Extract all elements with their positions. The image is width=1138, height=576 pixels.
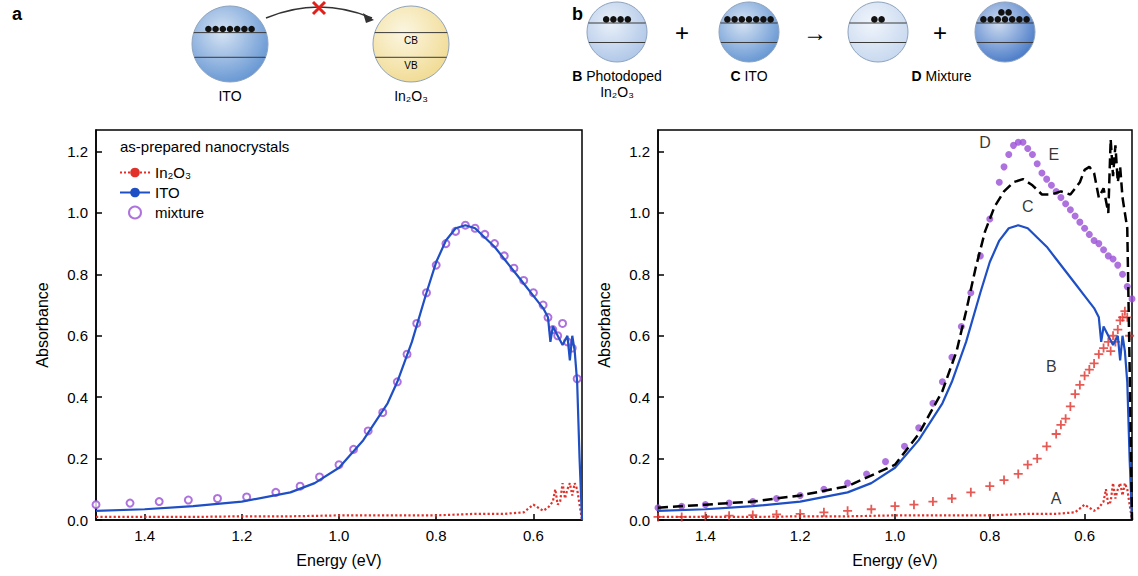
svg-text:0.8: 0.8 [67, 266, 88, 283]
svg-text:0.6: 0.6 [67, 327, 88, 344]
svg-text:Energy (eV): Energy (eV) [852, 552, 937, 569]
svg-text:→: → [803, 19, 827, 46]
svg-text:Mixture: Mixture [922, 68, 972, 84]
svg-text:0.8: 0.8 [426, 527, 447, 544]
svg-text:1.0: 1.0 [885, 527, 906, 544]
svg-text:Absorbance: Absorbance [34, 282, 51, 367]
svg-text:0.6: 0.6 [1074, 527, 1095, 544]
svg-text:0.2: 0.2 [67, 450, 88, 467]
svg-text:0.6: 0.6 [629, 327, 650, 344]
svg-text:D: D [912, 68, 922, 84]
svg-text:1.2: 1.2 [790, 527, 811, 544]
svg-text:1.0: 1.0 [329, 527, 350, 544]
svg-text:B: B [1046, 358, 1057, 375]
svg-text:ITO: ITO [155, 184, 180, 201]
svg-text:ITO: ITO [741, 68, 768, 84]
svg-text:0.4: 0.4 [67, 389, 88, 406]
svg-text:In₂O₃: In₂O₃ [394, 88, 428, 104]
svg-text:1.4: 1.4 [695, 527, 716, 544]
svg-text:0.8: 0.8 [629, 266, 650, 283]
svg-text:0.0: 0.0 [67, 512, 88, 529]
svg-text:0.2: 0.2 [629, 450, 650, 467]
svg-text:A: A [1051, 490, 1062, 507]
svg-text:1.2: 1.2 [629, 143, 650, 160]
svg-text:C: C [730, 68, 740, 84]
svg-text:CB: CB [404, 35, 418, 46]
svg-text:VB: VB [404, 60, 418, 71]
svg-text:1.2: 1.2 [231, 527, 252, 544]
svg-text:b: b [572, 4, 583, 24]
svg-text:ITO: ITO [218, 88, 241, 104]
svg-text:mixture: mixture [155, 204, 204, 221]
svg-text:0.4: 0.4 [629, 389, 650, 406]
svg-text:0.0: 0.0 [629, 512, 650, 529]
svg-text:Energy (eV): Energy (eV) [296, 552, 381, 569]
svg-text:1.4: 1.4 [134, 527, 155, 544]
svg-text:Photodoped: Photodoped [582, 68, 661, 84]
svg-text:1.0: 1.0 [629, 204, 650, 221]
svg-text:1.2: 1.2 [67, 143, 88, 160]
svg-text:a: a [12, 4, 23, 24]
svg-text:D: D [979, 134, 991, 151]
svg-text:0.6: 0.6 [523, 527, 544, 544]
svg-text:+: + [933, 19, 947, 46]
svg-text:In₂O₃: In₂O₃ [155, 164, 191, 181]
svg-text:B: B [572, 68, 582, 84]
svg-text:1.0: 1.0 [67, 204, 88, 221]
svg-text:C: C [1022, 198, 1034, 215]
svg-text:E: E [1048, 146, 1059, 163]
svg-text:as-prepared nanocrystals: as-prepared nanocrystals [120, 138, 289, 155]
svg-text:0.8: 0.8 [979, 527, 1000, 544]
svg-text:In₂O₃: In₂O₃ [600, 84, 634, 100]
svg-text:Absorbance: Absorbance [596, 282, 613, 367]
svg-text:+: + [675, 19, 689, 46]
